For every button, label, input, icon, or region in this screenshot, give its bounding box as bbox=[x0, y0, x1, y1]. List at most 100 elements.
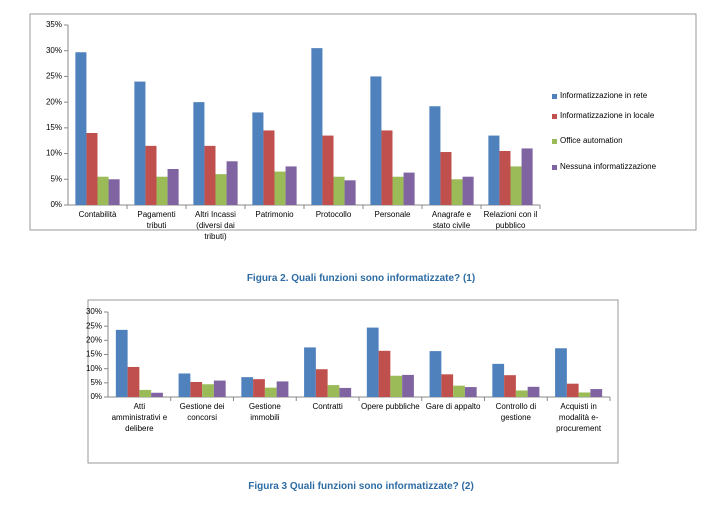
x-tick-label: Gestione dei concorsi bbox=[179, 402, 225, 422]
y-tick-label: 30% bbox=[46, 46, 62, 55]
x-tick-label: Opere pubbliche bbox=[361, 402, 420, 411]
bar bbox=[370, 76, 382, 205]
bar bbox=[566, 383, 579, 397]
bar bbox=[441, 374, 454, 397]
legend-swatch bbox=[552, 165, 557, 170]
bar bbox=[322, 135, 334, 205]
legend-label: Nessuna informatizzazione bbox=[560, 162, 657, 171]
x-tick-label: Atti amministrativi e delibere bbox=[111, 402, 168, 433]
bar bbox=[403, 172, 415, 205]
bar bbox=[145, 145, 157, 205]
y-tick-label: 0% bbox=[50, 200, 62, 209]
bar bbox=[75, 52, 87, 205]
bar bbox=[127, 366, 140, 397]
bar bbox=[402, 374, 414, 397]
bar bbox=[440, 152, 452, 205]
x-tick-label: Controllo di gestione bbox=[495, 402, 537, 422]
bar bbox=[521, 148, 533, 205]
bar bbox=[339, 387, 352, 397]
bar bbox=[190, 381, 203, 397]
legend-swatch bbox=[552, 114, 557, 119]
bar bbox=[202, 384, 214, 397]
y-tick-label: 25% bbox=[86, 321, 102, 330]
bar bbox=[378, 350, 391, 397]
bar bbox=[327, 385, 340, 397]
x-tick-label: Altri Incassi (diversi dai tributi) bbox=[195, 210, 236, 241]
bar bbox=[304, 347, 316, 397]
bar bbox=[193, 102, 205, 205]
y-tick-label: 5% bbox=[50, 174, 62, 183]
x-tick-label: Acquisti in modalità e-procurement bbox=[556, 402, 602, 433]
y-tick-label: 20% bbox=[46, 97, 62, 106]
bar bbox=[590, 389, 603, 397]
bar bbox=[134, 81, 146, 205]
x-tick-label: Anagrafe e stato civile bbox=[431, 210, 472, 230]
chart-frame bbox=[87, 299, 619, 464]
caption: Figura 3 Quali funzioni sono informatizz… bbox=[248, 481, 474, 492]
bar bbox=[392, 176, 404, 205]
y-tick-label: 10% bbox=[86, 364, 102, 373]
bar bbox=[464, 387, 477, 397]
bar bbox=[139, 389, 152, 397]
bar bbox=[429, 351, 442, 397]
y-tick-label: 0% bbox=[90, 392, 102, 401]
bar bbox=[178, 373, 191, 397]
y-tick-label: 20% bbox=[86, 335, 102, 344]
bar bbox=[264, 387, 277, 397]
bar bbox=[578, 392, 591, 397]
bar bbox=[252, 112, 264, 205]
bar bbox=[492, 363, 505, 397]
x-tick-label: Relazioni con il pubblico bbox=[483, 210, 538, 230]
bar bbox=[381, 130, 393, 205]
bar bbox=[555, 348, 567, 397]
bar bbox=[215, 174, 227, 205]
bar bbox=[97, 176, 109, 205]
bar bbox=[429, 106, 441, 205]
bar bbox=[527, 386, 540, 397]
x-tick-label: Pagamenti tributi bbox=[137, 210, 176, 230]
bar bbox=[488, 135, 500, 205]
y-tick-label: 30% bbox=[86, 307, 102, 316]
y-tick-label: 5% bbox=[90, 378, 102, 387]
legend-label: Office automation bbox=[560, 136, 623, 145]
bar bbox=[499, 151, 511, 205]
bar bbox=[253, 379, 265, 397]
legend-label: Informatizzazione in locale bbox=[560, 111, 655, 120]
legend-label: Informatizzazione in rete bbox=[560, 91, 648, 100]
legend-swatch bbox=[552, 139, 557, 144]
bar bbox=[453, 385, 465, 397]
bar bbox=[115, 329, 128, 397]
bar bbox=[515, 390, 528, 397]
chart-frame bbox=[29, 13, 697, 231]
bar bbox=[226, 161, 238, 205]
bar bbox=[451, 179, 463, 205]
bar bbox=[204, 145, 216, 205]
legend-swatch bbox=[552, 94, 557, 99]
bar bbox=[344, 180, 356, 205]
bar bbox=[462, 176, 474, 205]
bar bbox=[108, 179, 120, 205]
caption: Figura 2. Quali funzioni sono informatiz… bbox=[246, 273, 476, 284]
y-tick-label: 25% bbox=[46, 72, 62, 81]
x-tick-label: Contabilità bbox=[78, 210, 117, 219]
x-tick-label: Personale bbox=[374, 210, 411, 219]
bar bbox=[315, 369, 328, 397]
y-tick-label: 15% bbox=[86, 350, 102, 359]
bar bbox=[333, 176, 345, 205]
bar bbox=[504, 375, 516, 397]
bar bbox=[274, 171, 286, 205]
x-tick-label: Patrimonio bbox=[255, 210, 294, 219]
x-tick-label: Protocollo bbox=[315, 210, 352, 219]
bar bbox=[151, 392, 163, 397]
x-tick-label: Contratti bbox=[312, 402, 343, 411]
x-tick-label: Gare di appalto bbox=[425, 402, 481, 411]
y-tick-label: 15% bbox=[46, 123, 62, 132]
bar bbox=[241, 377, 254, 397]
y-tick-label: 10% bbox=[46, 149, 62, 158]
bar bbox=[156, 176, 168, 205]
bar bbox=[285, 166, 297, 205]
bar bbox=[510, 166, 522, 205]
bar bbox=[167, 169, 179, 205]
